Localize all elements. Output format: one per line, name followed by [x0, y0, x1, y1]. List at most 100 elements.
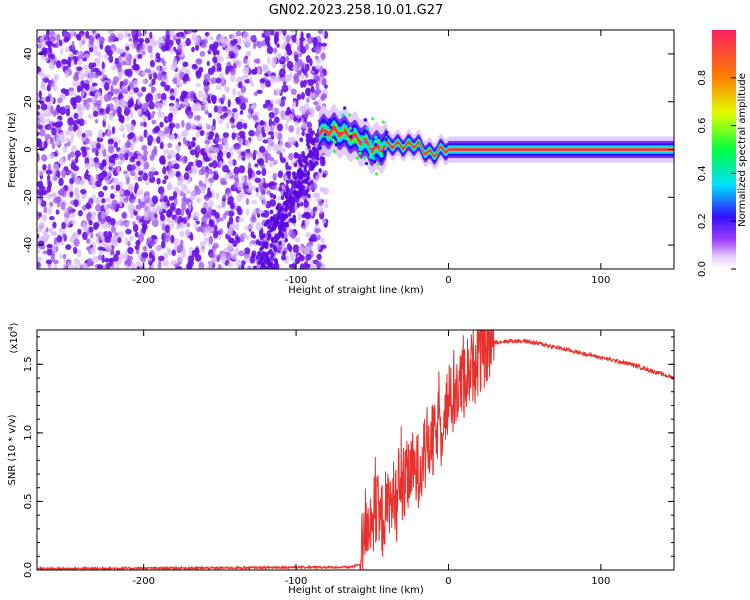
noise-point [118, 73, 123, 80]
noise-point [235, 30, 242, 37]
noise-point [269, 209, 274, 215]
noise-point [129, 90, 134, 96]
noise-point [91, 30, 97, 35]
noise-point [45, 227, 49, 233]
noise-point [222, 136, 229, 145]
noise-point [189, 234, 194, 241]
noise-point [69, 138, 74, 144]
noise-point [280, 157, 286, 164]
noise-point [235, 59, 242, 68]
noise-point [176, 189, 182, 196]
noise-point [143, 121, 147, 128]
noise-point [299, 62, 306, 68]
noise-point [46, 174, 51, 181]
band-speckle [384, 137, 388, 142]
noise-point [195, 160, 203, 168]
noise-point [206, 60, 210, 67]
noise-point [136, 160, 141, 166]
noise-point [317, 30, 324, 35]
noise-point [80, 72, 85, 81]
noise-point [133, 39, 138, 49]
noise-point [194, 45, 200, 51]
noise-point [160, 92, 167, 102]
noise-point [101, 198, 106, 204]
noise-point [50, 252, 55, 262]
noise-point [157, 130, 163, 137]
noise-point [165, 209, 173, 218]
noise-point [301, 150, 305, 156]
noise-point [284, 237, 288, 243]
noise-point [107, 123, 111, 133]
noise-point [232, 87, 237, 96]
noise-point [270, 226, 274, 232]
band-speckle [333, 140, 337, 144]
noise-point [105, 107, 111, 114]
noise-point [244, 225, 250, 231]
noise-point [201, 42, 207, 48]
noise-point [62, 263, 67, 269]
noise-point [294, 120, 299, 127]
noise-point [195, 70, 202, 76]
noise-point [180, 131, 185, 137]
noise-point [63, 37, 70, 43]
noise-point [281, 96, 287, 101]
noise-point [185, 122, 191, 131]
noise-point [208, 131, 215, 138]
noise-point [119, 98, 126, 106]
noise-point [70, 30, 75, 37]
noise-point [189, 122, 197, 131]
noise-point [98, 190, 105, 198]
noise-point [218, 160, 223, 168]
noise-point [300, 92, 305, 100]
noise-point [47, 41, 54, 46]
spectral-band [318, 103, 674, 176]
noise-point [264, 99, 272, 105]
noise-point [307, 121, 312, 130]
noise-point [136, 42, 140, 51]
noise-point [168, 122, 176, 129]
noise-point [314, 64, 321, 70]
noise-point [37, 119, 43, 124]
noise-point [203, 231, 207, 237]
noise-point [78, 86, 84, 92]
noise-point [257, 67, 261, 76]
noise-point [273, 47, 277, 54]
noise-point [133, 58, 137, 66]
snr-frame [36, 329, 675, 571]
noise-point [318, 200, 324, 207]
noise-point [142, 43, 150, 49]
noise-point [302, 158, 306, 164]
noise-point [183, 192, 187, 202]
noise-point [84, 138, 90, 145]
noise-point [207, 112, 213, 118]
noise-point [207, 187, 211, 195]
noise-point [293, 180, 298, 186]
noise-point [239, 190, 246, 199]
noise-point [213, 154, 217, 161]
noise-point [220, 180, 228, 186]
noise-point [109, 251, 115, 256]
noise-point [256, 89, 263, 95]
noise-point [245, 139, 251, 147]
noise-point [194, 185, 200, 192]
noise-point [64, 129, 72, 136]
noise-point [76, 248, 82, 258]
y-tick-label: -40 [23, 237, 34, 253]
noise-point [124, 189, 131, 197]
noise-point [149, 51, 154, 60]
noise-point [252, 265, 257, 269]
noise-point [266, 266, 270, 269]
noise-point [80, 146, 87, 152]
x-tick-label: -200 [132, 576, 155, 587]
noise-point [196, 58, 203, 65]
noise-point [292, 244, 300, 253]
noise-point [94, 119, 99, 124]
noise-point [182, 155, 188, 164]
noise-point [37, 227, 43, 233]
noise-point [135, 215, 142, 221]
noise-point [252, 151, 257, 161]
noise-point [296, 202, 301, 208]
noise-point [230, 52, 236, 59]
noise-point [108, 258, 113, 266]
noise-point [46, 30, 50, 37]
